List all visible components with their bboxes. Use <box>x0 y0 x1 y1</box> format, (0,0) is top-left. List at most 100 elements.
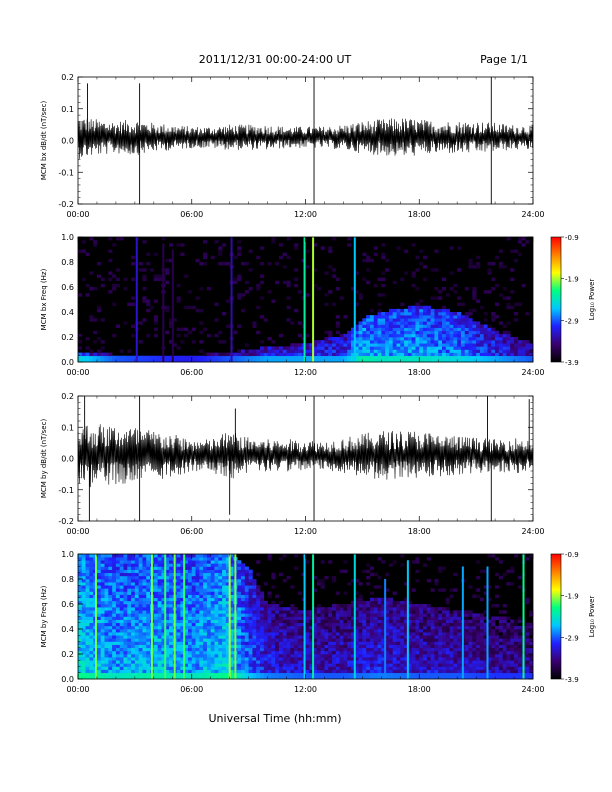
spectrogram-cell <box>423 318 428 322</box>
spectrogram-cell <box>381 669 386 674</box>
spectrogram-cell <box>206 672 212 677</box>
spectrogram-cell <box>366 632 371 636</box>
spectrogram-cell <box>161 237 166 241</box>
spectrogram-cell <box>138 675 143 680</box>
spectrogram-cell <box>176 647 181 652</box>
spectrogram-cell <box>373 343 378 347</box>
spectrogram-cell <box>127 644 132 649</box>
spectrogram-cell <box>222 579 227 583</box>
spectrogram-cell <box>115 632 121 636</box>
spectrogram-cell <box>381 663 386 667</box>
spectrogram-cell <box>309 629 314 633</box>
spectrogram-cell <box>498 352 503 357</box>
spectrogram-cell <box>517 252 522 257</box>
spectrogram-cell <box>385 632 390 636</box>
spectrogram-cell <box>81 669 86 674</box>
spectrogram-cell <box>294 635 299 639</box>
spectrogram-cell <box>214 358 219 363</box>
spectrogram-cell <box>237 622 242 627</box>
spectrogram-cell <box>332 638 337 642</box>
spectrogram-cell <box>495 343 500 347</box>
spectrogram-cell <box>305 638 310 642</box>
spectrogram-cell <box>78 669 83 674</box>
spectrogram-cell <box>119 675 124 680</box>
spectrogram-cell <box>415 312 420 316</box>
spectrogram-cell <box>104 579 109 583</box>
spectrogram-cell <box>385 616 390 620</box>
spectrogram-cell <box>256 572 261 577</box>
spectrogram-cell <box>343 619 348 624</box>
spectrogram-cell <box>161 650 166 655</box>
spectrogram-cell <box>199 597 204 602</box>
spectrogram-cell <box>275 666 280 670</box>
spectrogram-cell <box>89 355 94 360</box>
spectrogram-cell <box>510 340 515 344</box>
spectrogram-cell <box>85 346 90 350</box>
spectrogram-cell <box>290 610 295 614</box>
spectrogram-cell <box>222 622 227 627</box>
spectrogram-cell <box>358 607 363 611</box>
spectrogram-cell <box>396 324 401 328</box>
spectrogram-cell <box>191 647 196 652</box>
spectrogram-cell <box>521 346 526 350</box>
spectrogram-cell <box>278 650 284 655</box>
spectrogram-cell <box>146 262 151 266</box>
spectrogram-cell <box>210 604 215 608</box>
spectrogram-cell <box>438 569 443 574</box>
spectrogram-cell <box>199 600 204 605</box>
spectrogram-cell <box>358 625 363 630</box>
spectrogram-cell <box>426 557 431 561</box>
spectrogram-cell <box>347 616 352 620</box>
spectrogram-cell <box>415 604 420 608</box>
spectrogram-cell <box>78 575 83 580</box>
spectrogram-cell <box>332 343 337 347</box>
spectrogram-cell <box>248 355 253 360</box>
spectrogram-cell <box>256 629 261 633</box>
spectrogram-cell <box>199 638 204 642</box>
spectrogram-cell <box>278 635 284 639</box>
spectrogram-cell <box>89 650 94 655</box>
spectrogram-cell <box>267 604 272 608</box>
spectrogram-cell <box>191 669 196 674</box>
spectrogram-cell <box>165 566 170 570</box>
spectrogram-cell <box>138 610 143 614</box>
spectrogram-cell <box>419 607 424 611</box>
spectrogram-cell <box>112 597 117 602</box>
spectrogram-cell <box>195 585 200 589</box>
spectrogram-cell <box>195 588 200 592</box>
spectrogram-cell <box>275 604 280 608</box>
spectrogram-cell <box>180 647 185 652</box>
spectrogram-cell <box>142 675 147 680</box>
spectrogram-cell <box>400 672 405 677</box>
spectrogram-cell <box>404 632 409 636</box>
spectrogram-cell <box>248 672 253 677</box>
spectrogram-cell <box>358 632 363 636</box>
spectrogram-cell <box>335 613 340 617</box>
spectrogram-cell <box>388 654 394 658</box>
spectrogram-cell <box>89 566 94 570</box>
spectrogram-cell <box>131 672 136 677</box>
spectrogram-cell <box>241 597 246 602</box>
spectrogram-cell <box>313 613 318 617</box>
spectrogram-cell <box>112 669 117 674</box>
spectrogram-cell <box>96 647 102 652</box>
spectrogram-cell <box>263 647 268 652</box>
spectrogram-cell <box>256 654 261 658</box>
spectrogram-cell <box>460 315 466 319</box>
spectrogram-cell <box>354 600 359 605</box>
spectrogram-cell <box>169 579 174 583</box>
spectrogram-cell <box>442 315 447 319</box>
spectrogram-cell <box>104 663 109 667</box>
spectrogram-cell <box>373 600 378 605</box>
spectrogram-cell <box>483 355 488 360</box>
y-tick-label: -0.2 <box>58 200 74 209</box>
spectrogram-cell <box>78 632 83 636</box>
spectrogram-cell <box>153 557 158 561</box>
spectrogram-cell <box>222 604 227 608</box>
spectrogram-cell <box>176 572 181 577</box>
spectrogram-cell <box>127 594 132 599</box>
spectrogram-cell <box>468 340 473 344</box>
spectrogram-cell <box>407 666 412 670</box>
spectrogram-cell <box>369 315 375 319</box>
spectrogram-cell <box>483 352 488 357</box>
